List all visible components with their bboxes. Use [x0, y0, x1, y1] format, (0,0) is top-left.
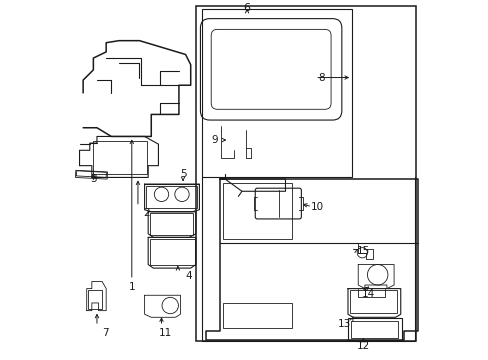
Text: 9: 9 [211, 135, 218, 145]
Bar [87, 290, 102, 309]
Text: 11: 11 [158, 328, 171, 338]
Text: 12: 12 [356, 341, 369, 351]
Bar [146, 186, 197, 208]
Text: 13: 13 [337, 319, 350, 329]
Bar [202, 9, 351, 177]
Bar [75, 170, 107, 179]
Text: 5: 5 [180, 169, 186, 179]
Text: 10: 10 [310, 202, 323, 212]
Text: 8: 8 [317, 72, 324, 82]
Bar [93, 140, 147, 174]
Bar [349, 290, 396, 313]
Bar [350, 321, 397, 338]
Bar [149, 213, 193, 235]
Bar [76, 171, 106, 177]
Bar [347, 318, 401, 340]
Text: 3: 3 [90, 174, 97, 184]
Text: 7: 7 [102, 328, 108, 338]
Bar [223, 183, 291, 239]
Text: 1: 1 [128, 282, 135, 292]
Text: 14: 14 [361, 289, 374, 299]
Bar [223, 303, 291, 328]
Text: 6: 6 [243, 3, 250, 13]
Bar [149, 239, 194, 265]
Text: 4: 4 [185, 271, 192, 281]
Text: 2: 2 [142, 208, 149, 218]
Text: 15: 15 [356, 246, 369, 256]
Bar [195, 6, 415, 341]
